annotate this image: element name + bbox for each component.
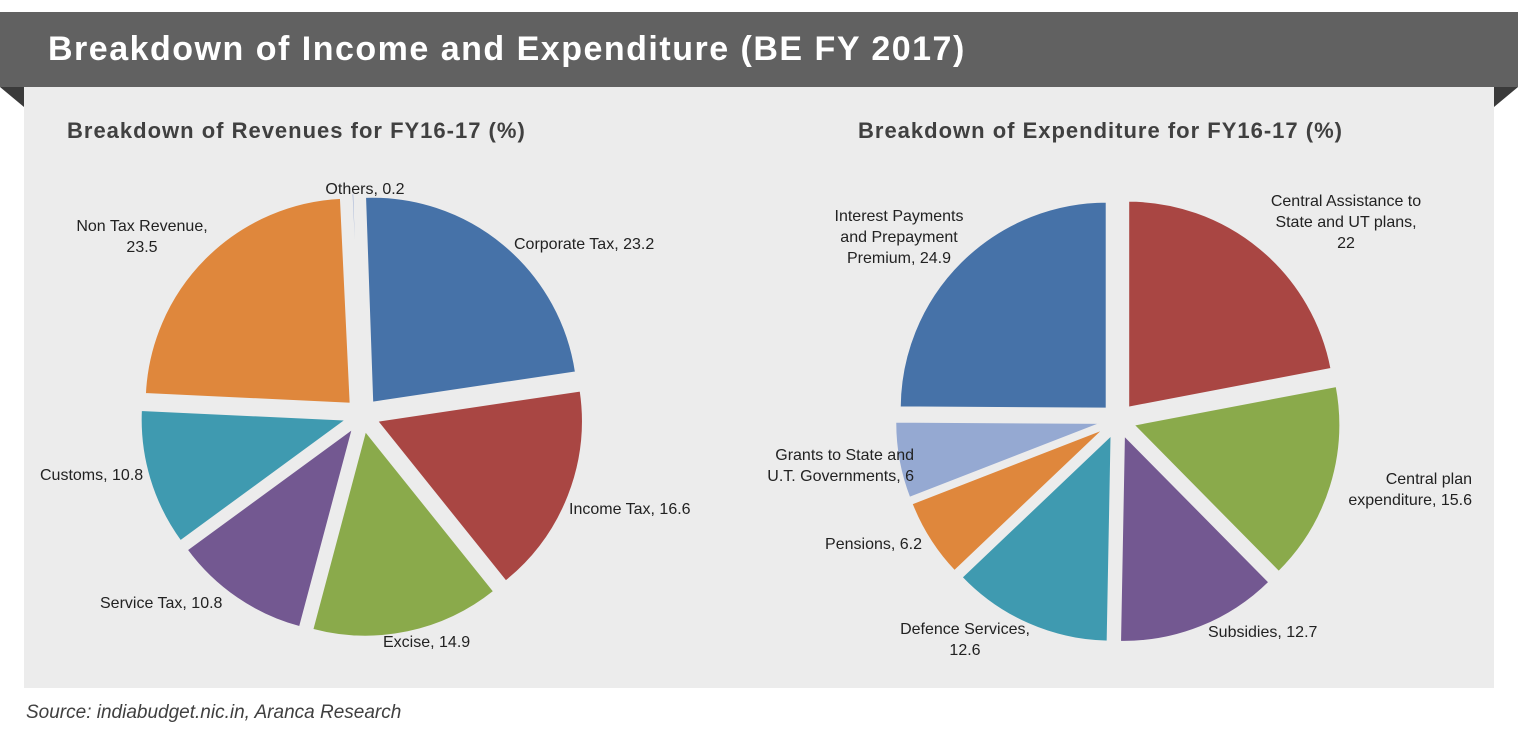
revenue-label-customs: Customs, 10.8 bbox=[40, 467, 143, 484]
banner-fold-left bbox=[0, 87, 24, 107]
revenue-label-excise: Excise, 14.9 bbox=[383, 634, 470, 651]
revenue-slice-corporate-tax bbox=[364, 195, 578, 404]
expenditure-label-central-assistance-to-state-and-ut-plans: Central Assistance to State and UT plans,… bbox=[1271, 193, 1421, 252]
expenditure-label-pensions: Pensions, 6.2 bbox=[825, 536, 922, 553]
revenue-label-service-tax: Service Tax, 10.8 bbox=[100, 595, 223, 612]
revenue-slice-income-tax bbox=[375, 389, 584, 583]
revenue-slice-customs bbox=[139, 408, 350, 543]
header-banner bbox=[0, 12, 1518, 87]
revenue-slice-others bbox=[350, 192, 363, 400]
expenditure-slice-pensions bbox=[910, 427, 1106, 573]
expenditure-chart-title: Breakdown of Expenditure for FY16-17 (%) bbox=[858, 118, 1343, 143]
expenditure-slice-defence-services bbox=[960, 432, 1113, 643]
expenditure-label-subsidies: Subsidies, 12.7 bbox=[1208, 624, 1318, 641]
expenditure-label-grants-to-state-and-u-t-governments: Grants to State and U.T. Governments, 6 bbox=[767, 447, 914, 485]
revenue-pie: Corporate Tax, 23.2 Income Tax, 16.6 Excis… bbox=[40, 181, 691, 651]
expenditure-pie: Central Assistance to State and UT plans,… bbox=[767, 193, 1472, 659]
revenue-label-corporate-tax: Corporate Tax, 23.2 bbox=[514, 236, 654, 253]
revenue-label-others: Others, 0.2 bbox=[325, 181, 404, 198]
page-title: Breakdown of Income and Expenditure (BE … bbox=[48, 30, 966, 68]
expenditure-slice-interest-payments-and-prepayment-premium bbox=[898, 200, 1108, 410]
revenue-chart-title: Breakdown of Revenues for FY16-17 (%) bbox=[67, 118, 526, 143]
revenue-label-income-tax: Income Tax, 16.6 bbox=[569, 501, 691, 518]
revenue-slice-service-tax bbox=[185, 425, 355, 629]
expenditure-label-central-plan-expenditure: Central plan expenditure, 15.6 bbox=[1348, 471, 1472, 509]
revenue-label-non-tax-revenue: Non Tax Revenue, 23.5 bbox=[76, 218, 207, 256]
expenditure-label-interest-payments-and-prepayment-premium: Interest Payments and Prepayment Premium, … bbox=[835, 208, 964, 267]
expenditure-slice-central-assistance-to-state-and-ut-plans bbox=[1127, 199, 1333, 409]
banner-fold-right bbox=[1494, 87, 1518, 107]
expenditure-slice-central-plan-expenditure bbox=[1131, 384, 1342, 574]
revenue-slice-excise bbox=[311, 428, 496, 638]
revenue-slice-non-tax-revenue bbox=[143, 196, 352, 405]
expenditure-slice-grants-to-state-and-u-t-governments bbox=[894, 420, 1103, 500]
expenditure-slice-subsidies bbox=[1119, 432, 1271, 643]
source-note: Source: indiabudget.nic.in, Aranca Resea… bbox=[26, 702, 402, 723]
expenditure-label-defence-services: Defence Services, 12.6 bbox=[900, 621, 1030, 659]
